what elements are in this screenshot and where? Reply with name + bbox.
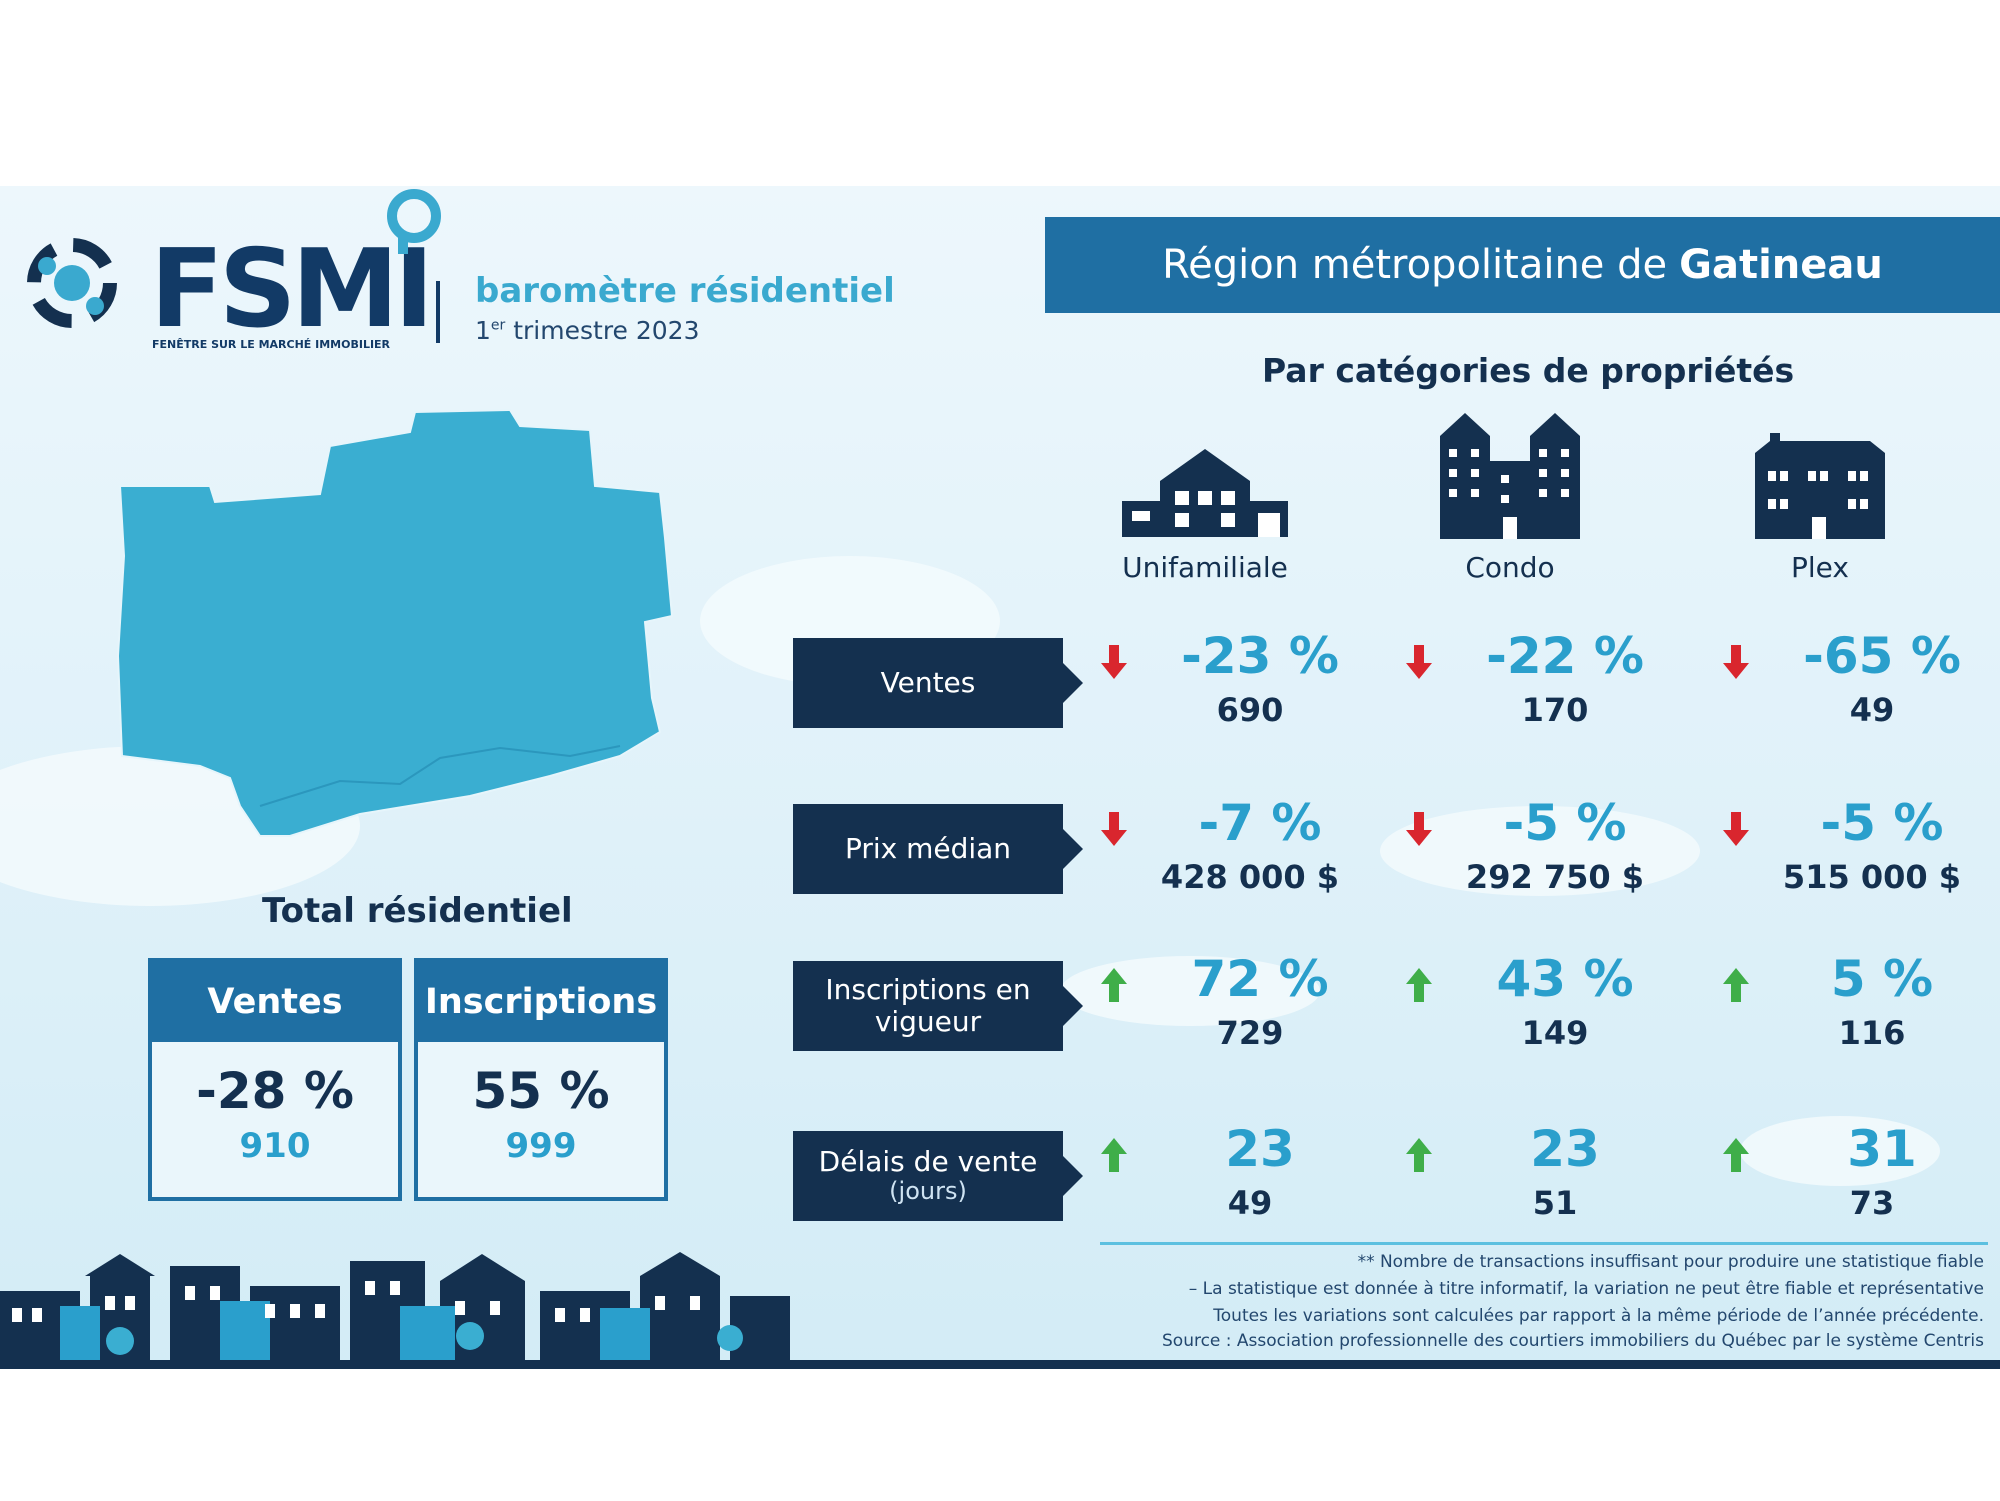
metric-count: 49	[1227, 1184, 1273, 1222]
total-residentiel-title: Total résidentiel	[262, 891, 573, 931]
metric-count: 116	[1838, 1014, 1906, 1052]
region-name: Gatineau	[1679, 242, 1883, 288]
fsmi-logo-text: FSMI	[150, 227, 434, 352]
cloud-decoration	[1060, 956, 1320, 1026]
metric-pct: -7 %	[1198, 794, 1322, 852]
metric-count: 292 750 $	[1465, 858, 1645, 896]
arrow-down-icon	[1723, 812, 1749, 846]
arrow-down-icon	[1406, 645, 1432, 679]
category-label: Condo	[1465, 551, 1555, 584]
category-label: Plex	[1791, 551, 1849, 584]
total-inscriptions-pct: 55 %	[472, 1062, 610, 1120]
metric-count: 149	[1521, 1014, 1589, 1052]
arrow-up-icon	[1723, 1138, 1749, 1172]
footnote-source: Source : Association professionnelle des…	[1162, 1331, 1984, 1351]
metric-pct: 23	[1530, 1120, 1600, 1178]
arrow-up-icon	[1101, 968, 1127, 1002]
metric-pct: 43 %	[1496, 950, 1634, 1008]
metric-count: 690	[1216, 691, 1284, 729]
arrow-down-icon	[1101, 645, 1127, 679]
metric-pct: -22 %	[1486, 627, 1644, 685]
metric-count: 428 000 $	[1160, 858, 1340, 896]
metric-pct: 5 %	[1830, 950, 1934, 1008]
region-prefix: Région métropolitaine de	[1162, 242, 1668, 288]
metric-pct: -5 %	[1503, 794, 1627, 852]
total-ventes-box: Ventes -28 % 910	[148, 958, 402, 1201]
metric-count: 170	[1521, 691, 1589, 729]
total-inscriptions-box: Inscriptions 55 % 999	[414, 958, 668, 1201]
metric-label-delais: Délais de vente (jours)	[793, 1131, 1083, 1221]
fsmi-symbol-icon	[27, 238, 117, 328]
plex-building-icon	[1755, 433, 1885, 539]
metric-label-inscriptions: Inscriptions en vigueur	[793, 961, 1083, 1051]
logo-subtitle: FENÊTRE SUR LE MARCHÉ IMMOBILIER	[152, 338, 391, 351]
metric-count: 51	[1532, 1184, 1578, 1222]
arrow-down-icon	[1101, 812, 1127, 846]
metric-pct: -23 %	[1181, 627, 1339, 685]
region-map-shape	[116, 408, 674, 837]
footnote-variations: Toutes les variations sont calculées par…	[1213, 1306, 1984, 1326]
category-unifamiliale: Unifamiliale	[1085, 441, 1325, 584]
metric-pct: -65 %	[1803, 627, 1961, 685]
metric-count: 515 000 $	[1782, 858, 1962, 896]
arrow-down-icon	[1723, 645, 1749, 679]
metric-count: 729	[1216, 1014, 1284, 1052]
arrow-up-icon	[1101, 1138, 1127, 1172]
region-banner: Région métropolitaine de Gatineau	[1045, 217, 2000, 313]
arrow-down-icon	[1406, 812, 1432, 846]
category-plex: Plex	[1700, 431, 1940, 584]
category-label: Unifamiliale	[1122, 551, 1288, 584]
cityscape-decoration	[0, 1252, 790, 1361]
header-divider	[436, 281, 440, 343]
metric-pct: 31	[1847, 1120, 1917, 1178]
total-ventes-label: Ventes	[152, 962, 398, 1042]
total-ventes-pct: -28 %	[196, 1062, 354, 1120]
arrow-up-icon	[1406, 1138, 1432, 1172]
metric-count: 49	[1849, 691, 1895, 729]
arrow-up-icon	[1723, 968, 1749, 1002]
key-icon	[387, 189, 441, 254]
period-label: 1er trimestre 2023	[475, 316, 700, 345]
footnote-insufficient: ** Nombre de transactions insuffisant po…	[1357, 1252, 1984, 1272]
metric-label-ventes: Ventes	[793, 638, 1083, 728]
categories-title: Par catégories de propriétés	[1262, 351, 1795, 390]
cloud-decoration	[1740, 1116, 1940, 1186]
barometer-title: baromètre résidentiel	[475, 271, 895, 311]
category-condo: Condo	[1390, 411, 1630, 584]
footnote-informative: – La statistique est donnée à titre info…	[1188, 1279, 1984, 1299]
total-inscriptions-count: 999	[505, 1126, 577, 1166]
total-inscriptions-label: Inscriptions	[418, 962, 664, 1042]
condo-building-icon	[1440, 413, 1580, 539]
total-ventes-count: 910	[239, 1126, 311, 1166]
bottom-bar	[0, 1360, 2000, 1369]
cloud-decoration	[1380, 806, 1700, 896]
metric-pct: 72 %	[1191, 950, 1329, 1008]
house-icon	[1122, 449, 1288, 537]
infographic-panel: FSMI FENÊTRE SUR LE MARCHÉ IMMOBILIER ba…	[0, 186, 2000, 1369]
arrow-up-icon	[1406, 968, 1432, 1002]
metric-label-prix-median: Prix médian	[793, 804, 1083, 894]
metric-pct: -5 %	[1820, 794, 1944, 852]
metric-count: 73	[1849, 1184, 1895, 1222]
footnote-divider	[1100, 1242, 1988, 1245]
metric-pct: 23	[1225, 1120, 1295, 1178]
